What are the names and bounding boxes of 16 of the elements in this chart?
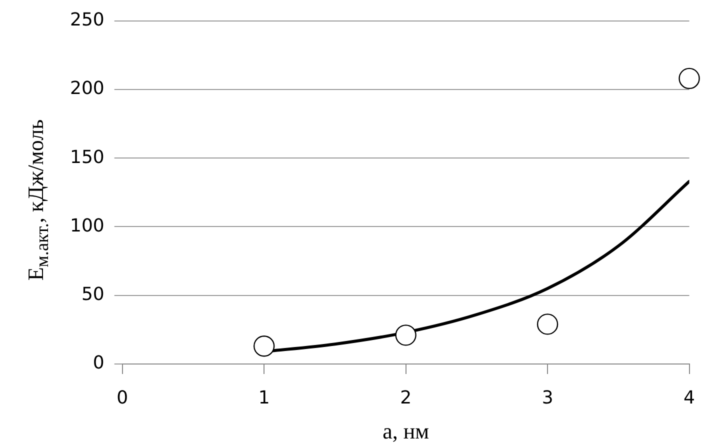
y-tick-label: 100: [70, 215, 104, 236]
y-tick-label: 0: [92, 352, 104, 374]
x-tick-label: 0: [116, 387, 128, 408]
point: [395, 324, 416, 346]
x-tick-label: 4: [684, 387, 695, 408]
point: [253, 336, 275, 357]
x-tick-label: 1: [258, 387, 270, 408]
x-axis-title: a, нм: [382, 418, 430, 444]
y-tick-label: 250: [70, 9, 104, 30]
y-tick-label: 150: [70, 146, 104, 168]
y-tick-label: 200: [70, 78, 104, 100]
x-tick-label: 2: [400, 387, 412, 408]
point: [536, 314, 558, 335]
y-tick-label: 50: [81, 284, 104, 306]
x-tick-label: 3: [542, 387, 554, 408]
point: [678, 68, 700, 90]
